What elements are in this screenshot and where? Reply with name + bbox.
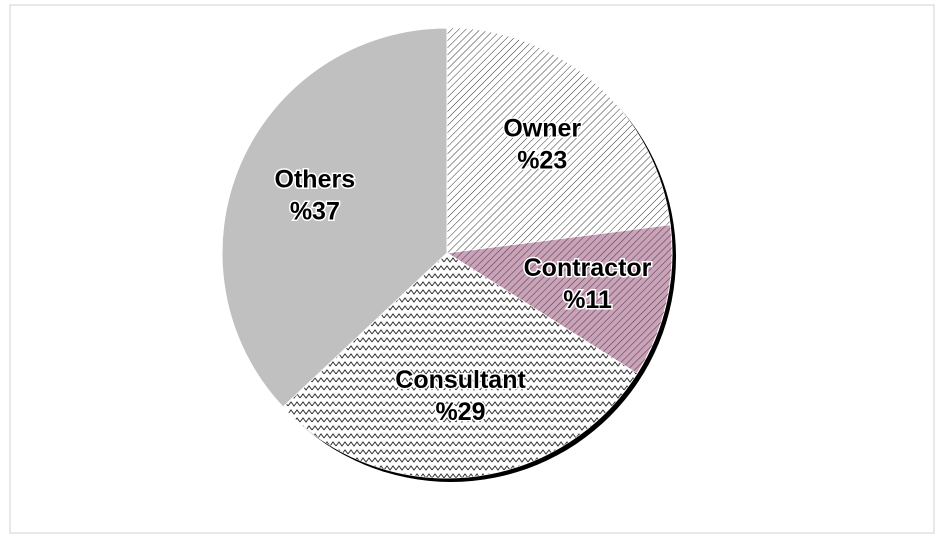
slice-label: Owner bbox=[503, 115, 581, 143]
value-label: %23 bbox=[517, 147, 567, 175]
slice-label: Consultant bbox=[395, 366, 526, 394]
slice-pattern bbox=[447, 28, 671, 253]
value-label: %29 bbox=[436, 398, 486, 426]
slice-pattern bbox=[282, 253, 637, 479]
pie-slice bbox=[221, 27, 448, 408]
value-label: %37 bbox=[290, 197, 340, 225]
slice-pattern bbox=[447, 224, 672, 374]
slice-label: Others bbox=[275, 165, 356, 193]
value-label: %11 bbox=[563, 286, 612, 314]
slice-label: Contractor bbox=[524, 254, 652, 282]
